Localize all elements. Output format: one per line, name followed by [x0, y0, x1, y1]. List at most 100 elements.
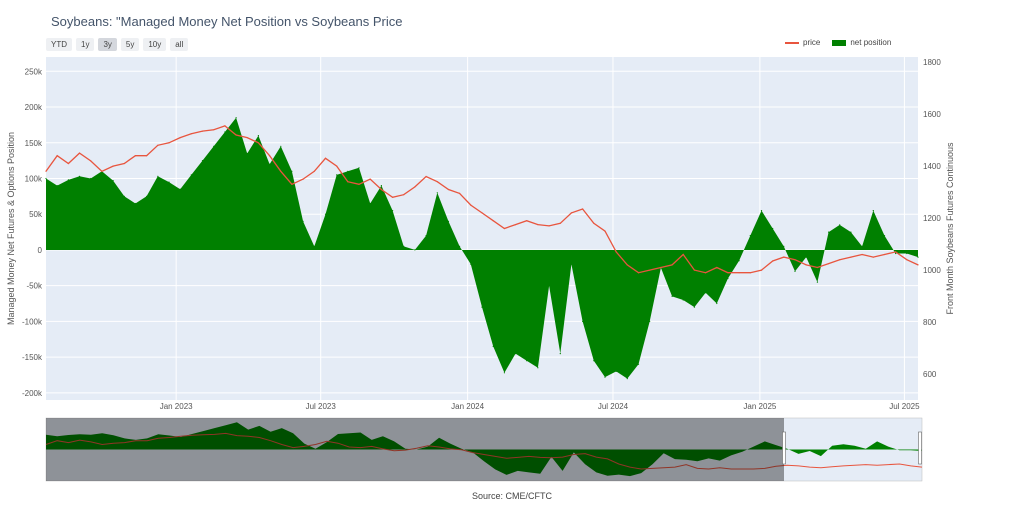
price-point	[615, 251, 617, 253]
net-position-point	[324, 213, 327, 215]
net-position-point	[615, 370, 617, 372]
price-point	[514, 224, 517, 226]
price-point	[414, 186, 416, 188]
price-point	[45, 170, 47, 172]
price-point	[90, 160, 92, 162]
net-position-point	[671, 295, 673, 297]
price-point	[593, 222, 595, 224]
price-point	[190, 133, 192, 135]
price-point	[883, 253, 886, 256]
net-position-point	[794, 270, 796, 272]
legend-price-label: price	[803, 38, 821, 47]
price-point	[235, 134, 237, 136]
range-button-10y[interactable]: 10y	[143, 38, 167, 51]
price-point	[481, 212, 483, 214]
chart-title: Soybeans: "Managed Money Net Position vs…	[51, 14, 403, 29]
y1-tick-label: -50k	[26, 282, 43, 291]
price-point	[693, 269, 696, 271]
price-point	[168, 142, 170, 144]
price-point	[682, 253, 684, 256]
net-position-point	[503, 372, 505, 374]
net-position-point	[436, 192, 438, 194]
range-button-5y[interactable]: 5y	[120, 38, 140, 51]
y2-tick-label: 1200	[923, 214, 941, 223]
price-point	[794, 259, 796, 261]
net-position-point	[90, 177, 92, 180]
net-position-point	[582, 320, 584, 322]
legend-price-swatch	[785, 41, 799, 44]
net-position-point	[190, 174, 192, 176]
price-point	[425, 175, 427, 178]
price-point	[783, 256, 785, 258]
x-tick-label: Jul 2024	[598, 402, 629, 411]
x-tick-label: Jan 2025	[743, 402, 776, 411]
net-position-point	[414, 249, 416, 251]
net-position-point	[347, 170, 349, 172]
price-point	[246, 137, 248, 139]
legend-item-price[interactable]: price	[785, 38, 820, 47]
range-selector: YTD 1y 3y 5y 10y all	[46, 38, 189, 51]
price-point	[559, 222, 561, 224]
price-point	[850, 256, 852, 258]
net-position-point	[302, 220, 304, 222]
net-position-point	[548, 285, 550, 287]
y2-axis-title: Front Month Soybeans Futures Continuous	[945, 142, 955, 315]
price-point	[548, 225, 550, 227]
net-position-point	[123, 195, 125, 197]
net-position-point	[783, 245, 785, 247]
net-position-point	[604, 376, 606, 378]
legend-item-net-position[interactable]: net position	[832, 38, 891, 47]
x-tick-label: Jul 2023	[306, 402, 337, 411]
legend-net-position-label: net position	[850, 38, 892, 47]
price-point	[101, 170, 103, 172]
price-point	[213, 129, 215, 131]
price-point	[302, 178, 304, 180]
net-position-point	[649, 320, 651, 322]
net-position-point	[78, 175, 81, 177]
net-position-point	[760, 210, 763, 212]
price-point	[447, 188, 450, 191]
net-position-point	[246, 152, 248, 155]
price-point	[760, 269, 763, 271]
range-button-all[interactable]: all	[170, 38, 189, 51]
net-position-point	[403, 245, 405, 247]
range-button-3y[interactable]: 3y	[98, 38, 117, 51]
net-position-point	[369, 202, 371, 205]
net-position-point	[727, 277, 729, 280]
price-point	[503, 227, 505, 230]
y1-tick-label: 250k	[25, 67, 43, 76]
price-point	[134, 155, 136, 157]
y1-tick-label: -100k	[22, 317, 43, 326]
y2-tick-label: 1000	[923, 266, 941, 275]
net-position-point	[883, 235, 886, 237]
range-slider-handle[interactable]	[918, 431, 922, 465]
range-button-ytd[interactable]: YTD	[46, 38, 72, 51]
net-position-point	[872, 210, 874, 212]
price-point	[179, 137, 181, 139]
net-position-point	[157, 175, 159, 177]
net-position-point	[56, 185, 58, 187]
price-point	[67, 162, 69, 165]
price-point	[369, 178, 371, 180]
y2-tick-label: 1800	[923, 58, 941, 67]
price-point	[336, 165, 338, 167]
price-point	[201, 130, 204, 132]
price-point	[828, 263, 830, 265]
net-position-point	[425, 235, 427, 237]
price-point	[347, 181, 349, 183]
price-point	[459, 192, 461, 194]
net-position-point	[201, 160, 204, 162]
net-position-point	[805, 256, 807, 258]
range-slider-handle[interactable]	[782, 431, 786, 465]
y2-tick-label: 1600	[923, 110, 941, 119]
net-position-point	[112, 180, 114, 182]
price-point	[872, 256, 874, 258]
net-position-point	[559, 353, 561, 355]
price-point	[917, 264, 919, 266]
range-button-1y[interactable]: 1y	[76, 38, 95, 51]
net-position-point	[917, 256, 919, 258]
net-position-point	[570, 263, 573, 265]
net-position-point	[828, 231, 830, 233]
price-point	[280, 170, 282, 172]
net-position-point	[224, 131, 226, 133]
